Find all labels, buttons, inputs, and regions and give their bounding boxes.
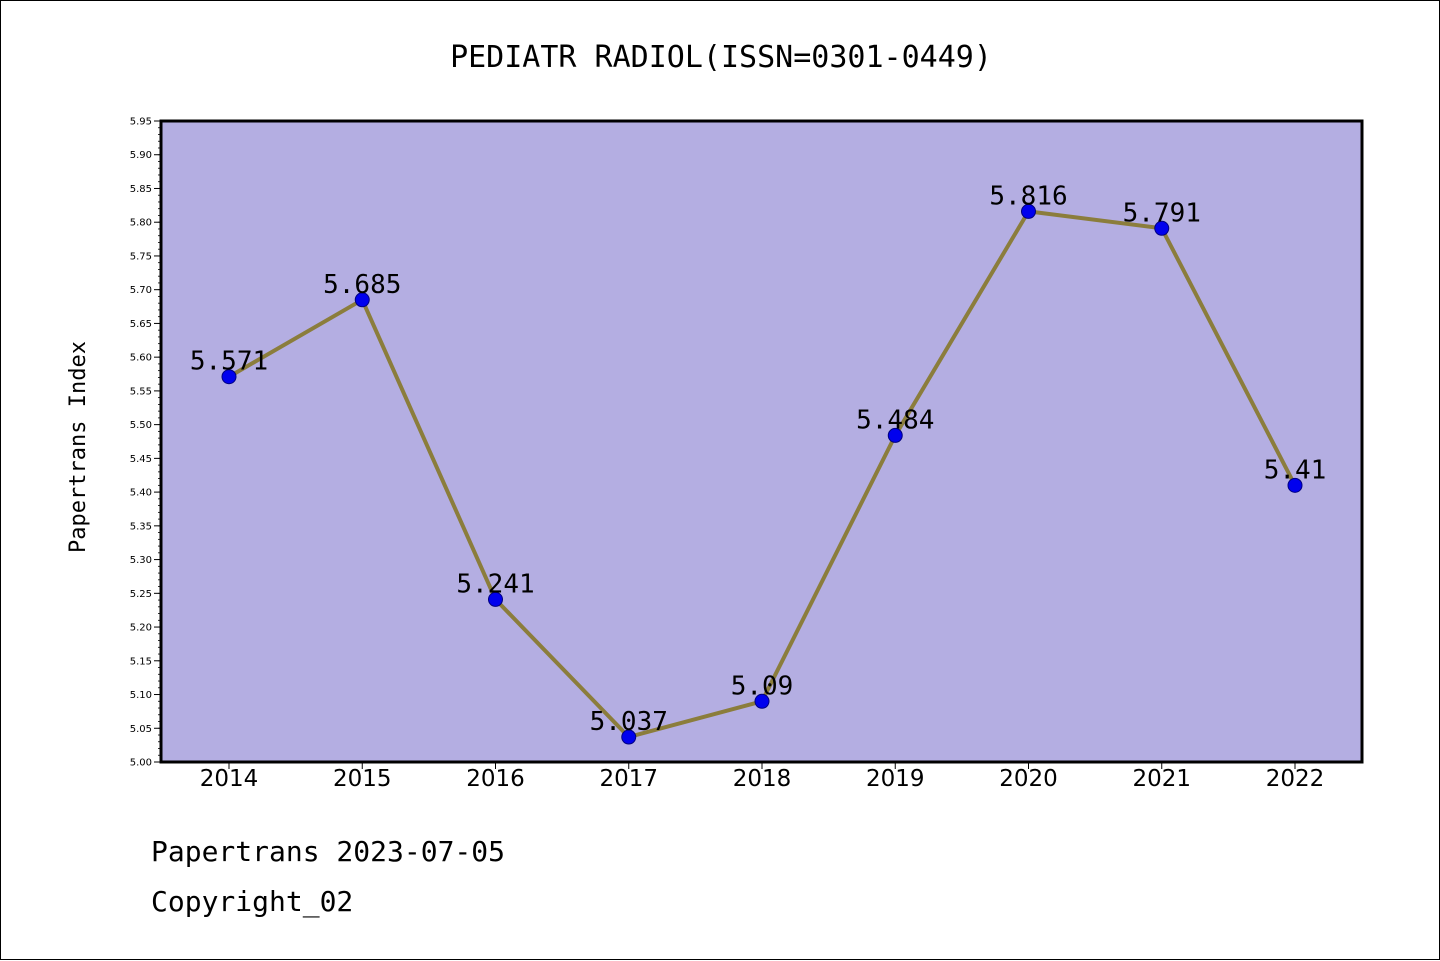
data-point — [1287, 477, 1303, 493]
x-tick-label: 2015 — [333, 766, 392, 792]
y-axis-label: Papertrans Index — [66, 341, 91, 553]
footer-date: Papertrans 2023-07-05 — [151, 835, 506, 868]
y-tick-label: 5.10 — [130, 690, 152, 701]
y-tick-label: 5.95 — [130, 117, 152, 128]
data-point — [221, 369, 237, 385]
x-tick-label: 2014 — [200, 766, 259, 792]
y-tick-label: 5.70 — [130, 285, 152, 296]
data-point — [354, 292, 370, 308]
y-tick-label: 5.85 — [130, 184, 152, 195]
data-label: 5.037 — [590, 707, 668, 737]
x-tick-label: 2022 — [1266, 766, 1325, 792]
data-label: 5.241 — [456, 569, 534, 599]
y-tick-label: 5.35 — [130, 521, 152, 532]
y-axis: 5.00 5.05 5.10 5.15 5.20 5.25 5.30 5.35 5.40 5.45… — [130, 117, 161, 769]
data-label: 5.484 — [856, 405, 934, 435]
y-tick-label: 5.60 — [130, 353, 152, 364]
data-point — [1021, 203, 1036, 219]
data-label: 5.816 — [989, 181, 1067, 211]
y-tick-label: 5.25 — [130, 589, 152, 600]
x-axis: 2014 2015 2016 2017 2018 2019 2020 2021 2022 — [200, 762, 1325, 792]
y-tick-label: 5.40 — [130, 488, 152, 499]
data-label: 5.685 — [323, 270, 401, 300]
data-point — [1154, 220, 1170, 236]
data-point — [488, 591, 503, 607]
x-tick-label: 2021 — [1132, 766, 1191, 792]
x-tick-label: 2016 — [466, 766, 525, 792]
x-tick-label: 2019 — [866, 766, 925, 792]
x-tick-label: 2017 — [599, 766, 658, 792]
y-tick-label: 5.05 — [130, 724, 152, 735]
y-tick-label: 5.65 — [130, 319, 152, 330]
data-label: 5.791 — [1123, 198, 1201, 228]
x-tick-label: 2020 — [999, 766, 1058, 792]
footer-copyright: Copyright_02 — [151, 885, 354, 918]
y-tick-label: 5.50 — [130, 420, 152, 431]
y-tick-label: 5.15 — [130, 656, 152, 667]
y-tick-label: 5.00 — [130, 758, 152, 769]
data-label: 5.41 — [1264, 455, 1327, 485]
data-point — [754, 693, 770, 709]
y-tick-label: 5.30 — [130, 555, 152, 566]
y-tick-label: 5.90 — [130, 150, 152, 161]
x-tick-label: 2018 — [733, 766, 792, 792]
data-label: 5.571 — [190, 347, 268, 377]
y-tick-label: 5.55 — [130, 386, 152, 397]
data-point — [887, 427, 903, 443]
data-label-group: 5.571 5.685 5.241 5.037 5.09 5.484 5.816 5.791 5… — [190, 181, 1326, 737]
data-point — [621, 729, 637, 745]
y-tick-label: 5.45 — [130, 454, 152, 465]
y-tick-label: 5.75 — [130, 251, 152, 262]
data-label: 5.09 — [731, 671, 794, 701]
y-tick-label: 5.20 — [130, 623, 152, 634]
chart-title: PEDIATR RADIOL(ISSN=0301-0449) — [450, 40, 992, 75]
y-tick-label: 5.80 — [130, 218, 152, 229]
marker-group — [221, 203, 1303, 745]
